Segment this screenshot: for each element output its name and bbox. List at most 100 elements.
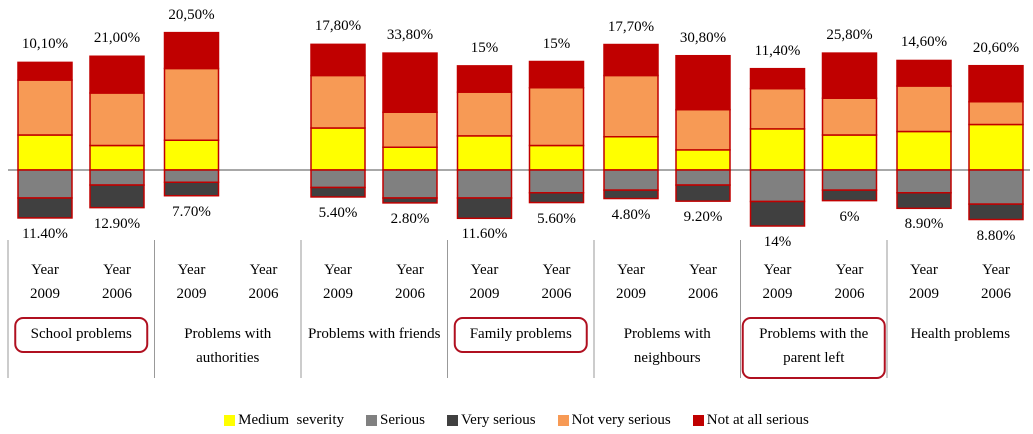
bar-segment bbox=[675, 169, 731, 186]
bar-segment bbox=[89, 184, 145, 209]
legend-item: Not very serious bbox=[557, 412, 671, 429]
legend: Medium severity Serious Very serious Not ve… bbox=[0, 412, 1033, 429]
value-label: 5.60% bbox=[537, 210, 576, 227]
group-label: Health problems bbox=[910, 326, 1011, 342]
x-tick-label: Year 2009 bbox=[323, 262, 353, 302]
value-label: 12.90% bbox=[93, 215, 141, 232]
value-label: 20,60% bbox=[972, 39, 1020, 56]
legend-swatch bbox=[447, 415, 458, 426]
bar-segment bbox=[17, 134, 73, 171]
value-label: 4.80% bbox=[611, 206, 651, 223]
bar-segment bbox=[896, 169, 952, 194]
bar-segment bbox=[382, 52, 438, 113]
highlight-box bbox=[741, 317, 886, 379]
bar-segment bbox=[896, 85, 952, 133]
x-tick-label: Year 2006 bbox=[834, 262, 865, 302]
bar-segment bbox=[17, 197, 73, 219]
bar-segment bbox=[382, 197, 438, 204]
group-label: Problems with authorities bbox=[184, 326, 272, 366]
bar-segment bbox=[382, 146, 438, 171]
value-label: 6% bbox=[839, 208, 860, 225]
bar-segment bbox=[675, 54, 731, 111]
bar-segment bbox=[749, 169, 806, 203]
bar-segment bbox=[675, 184, 731, 202]
bar-segment bbox=[896, 192, 952, 210]
group-label: Family problems bbox=[469, 326, 572, 342]
bar-segment bbox=[163, 139, 220, 171]
legend-swatch bbox=[224, 415, 236, 426]
bar-segment bbox=[456, 91, 513, 137]
bar-segment bbox=[17, 79, 73, 136]
bar-segment bbox=[163, 181, 220, 197]
bar-segment bbox=[821, 169, 878, 191]
value-label: 10,10% bbox=[21, 36, 69, 53]
value-label: 33,80% bbox=[386, 27, 434, 44]
bar-segment bbox=[968, 123, 1024, 171]
value-label: 11,40% bbox=[754, 42, 801, 59]
group-label: Problems with the parent left bbox=[759, 326, 869, 366]
bar-segment bbox=[310, 74, 366, 129]
group-label: School problems bbox=[30, 326, 132, 342]
bar-segment bbox=[821, 134, 878, 171]
value-label: 21,00% bbox=[93, 30, 141, 47]
bar-segment bbox=[456, 197, 513, 220]
value-label: 14,60% bbox=[900, 34, 948, 51]
x-tick-label: Year 2009 bbox=[909, 262, 939, 302]
bar-segment bbox=[89, 55, 145, 94]
bar-segment bbox=[821, 52, 878, 99]
bar-segment bbox=[382, 111, 438, 148]
bar-segment bbox=[456, 135, 513, 171]
bar-segment bbox=[163, 169, 220, 183]
value-label: 9.20% bbox=[683, 209, 723, 226]
value-label: 30,80% bbox=[679, 29, 727, 46]
bar-segment bbox=[528, 192, 585, 204]
value-label: 14% bbox=[763, 234, 792, 250]
x-tick-label: Year 2006 bbox=[395, 262, 425, 302]
legend-label: Very serious bbox=[461, 412, 536, 428]
legend-swatch bbox=[366, 415, 377, 426]
x-tick-label: Year 2009 bbox=[469, 262, 500, 302]
bar-segment bbox=[603, 74, 659, 138]
bar-segment bbox=[968, 169, 1024, 205]
bar-segment bbox=[603, 169, 659, 191]
bar-segment bbox=[89, 169, 145, 186]
bar-segment bbox=[749, 67, 806, 90]
value-label: 8.90% bbox=[904, 216, 944, 233]
bar-segment bbox=[456, 65, 513, 93]
value-label: 25,80% bbox=[826, 27, 873, 44]
value-label: 2.80% bbox=[390, 210, 430, 227]
x-tick-label: Year 2009 bbox=[176, 262, 207, 302]
value-label: 5.40% bbox=[318, 204, 358, 221]
bar-segment bbox=[89, 92, 145, 147]
bar-segment bbox=[675, 108, 731, 151]
bar-segment bbox=[382, 169, 438, 199]
highlight-box bbox=[453, 317, 588, 353]
group-label: Problems with friends bbox=[308, 326, 441, 342]
bar-segment bbox=[310, 43, 366, 77]
legend-label: Not very serious bbox=[571, 412, 671, 428]
x-tick-label: Year 2006 bbox=[102, 262, 132, 302]
value-label: 7.70% bbox=[172, 203, 211, 220]
bar-segment bbox=[968, 101, 1024, 126]
bar-segment bbox=[749, 87, 806, 130]
bar-segment bbox=[17, 61, 73, 81]
x-tick-label: Year 2006 bbox=[688, 262, 718, 302]
value-label: 17,70% bbox=[607, 18, 655, 35]
bar-segment bbox=[749, 200, 806, 227]
bar-segment bbox=[896, 130, 952, 171]
x-tick-label: Year 2009 bbox=[762, 262, 793, 302]
value-label: 11.40% bbox=[22, 225, 68, 242]
value-label: 11.60% bbox=[461, 226, 508, 243]
bar-segment bbox=[17, 169, 73, 199]
bar-segment bbox=[603, 189, 659, 200]
legend-label: Not at all serious bbox=[706, 412, 809, 428]
x-tick-label: Year 2009 bbox=[616, 262, 646, 302]
bar-segment bbox=[749, 128, 806, 171]
x-tick-label: Year 2006 bbox=[248, 262, 279, 302]
value-label: 15% bbox=[542, 35, 571, 52]
group-label: Problems with neighbours bbox=[623, 326, 711, 366]
value-label: 8.80% bbox=[976, 227, 1016, 244]
x-tick-label: Year 2006 bbox=[541, 262, 572, 302]
bar-segment bbox=[821, 97, 878, 136]
bar-segment bbox=[968, 203, 1024, 221]
